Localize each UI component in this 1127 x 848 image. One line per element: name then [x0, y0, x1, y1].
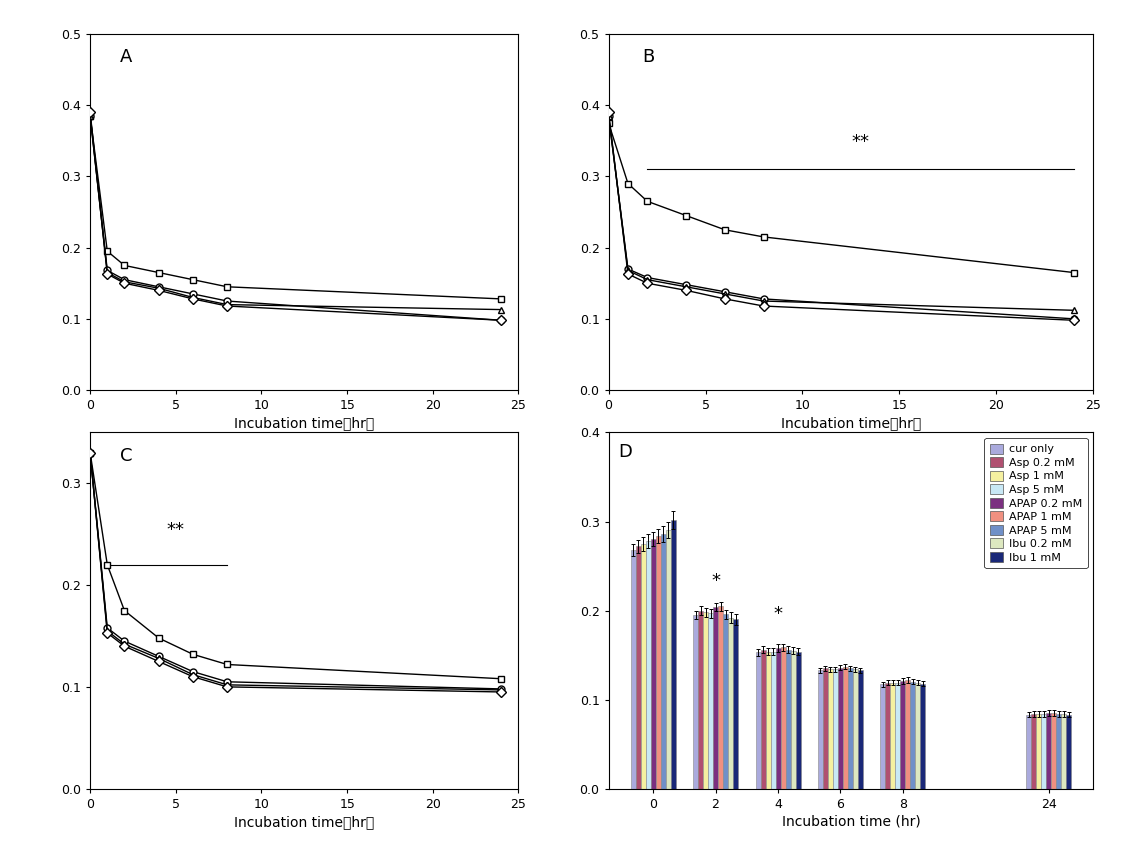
- X-axis label: Incubation time（hr）: Incubation time（hr）: [234, 815, 374, 828]
- Text: **: **: [167, 522, 185, 539]
- Bar: [823, 668, 828, 789]
- X-axis label: Incubation time (hr): Incubation time (hr): [781, 815, 921, 828]
- Bar: [755, 652, 761, 789]
- Bar: [666, 531, 671, 789]
- Text: *: *: [773, 605, 782, 623]
- Bar: [796, 651, 800, 789]
- Bar: [708, 613, 713, 789]
- Text: B: B: [642, 48, 655, 66]
- Text: C: C: [121, 447, 133, 465]
- Bar: [786, 650, 790, 789]
- Bar: [1056, 714, 1062, 789]
- Bar: [728, 617, 733, 789]
- Bar: [818, 670, 823, 789]
- Bar: [650, 539, 656, 789]
- Bar: [1036, 714, 1041, 789]
- Bar: [636, 546, 640, 789]
- Bar: [775, 648, 781, 789]
- Bar: [656, 536, 660, 789]
- Bar: [886, 683, 890, 789]
- Text: *: *: [711, 572, 720, 589]
- Bar: [900, 681, 905, 789]
- Bar: [733, 619, 738, 789]
- Bar: [921, 683, 925, 789]
- Bar: [781, 647, 786, 789]
- Text: D: D: [619, 444, 632, 461]
- Bar: [843, 667, 848, 789]
- Bar: [761, 650, 765, 789]
- Bar: [1066, 715, 1071, 789]
- Bar: [698, 611, 703, 789]
- X-axis label: Incubation time（hr）: Incubation time（hr）: [781, 416, 921, 430]
- Bar: [631, 550, 636, 789]
- Text: **: **: [852, 133, 870, 152]
- Bar: [1041, 714, 1046, 789]
- X-axis label: Incubation time（hr）: Incubation time（hr）: [234, 416, 374, 430]
- Bar: [1027, 715, 1031, 789]
- Bar: [858, 670, 863, 789]
- Bar: [1051, 713, 1056, 789]
- Bar: [848, 668, 853, 789]
- Bar: [853, 669, 858, 789]
- Bar: [693, 615, 698, 789]
- Bar: [833, 669, 838, 789]
- Bar: [1031, 714, 1036, 789]
- Bar: [646, 541, 650, 789]
- Bar: [718, 606, 724, 789]
- Bar: [911, 682, 915, 789]
- Bar: [724, 614, 728, 789]
- Bar: [890, 683, 896, 789]
- Bar: [713, 607, 718, 789]
- Bar: [905, 680, 911, 789]
- Bar: [915, 683, 921, 789]
- Bar: [828, 669, 833, 789]
- Bar: [765, 651, 771, 789]
- Bar: [1062, 714, 1066, 789]
- Bar: [771, 651, 775, 789]
- Legend: cur only, Asp 0.2 mM, Asp 1 mM, Asp 5 mM, APAP 0.2 mM, APAP 1 mM, APAP 5 mM, Ibu: cur only, Asp 0.2 mM, Asp 1 mM, Asp 5 mM…: [984, 438, 1088, 568]
- Bar: [703, 612, 708, 789]
- Text: A: A: [121, 48, 133, 66]
- Bar: [640, 544, 646, 789]
- Bar: [671, 520, 675, 789]
- Bar: [660, 534, 666, 789]
- Bar: [896, 683, 900, 789]
- Bar: [838, 667, 843, 789]
- Bar: [790, 650, 796, 789]
- Bar: [1046, 713, 1051, 789]
- Bar: [880, 684, 886, 789]
